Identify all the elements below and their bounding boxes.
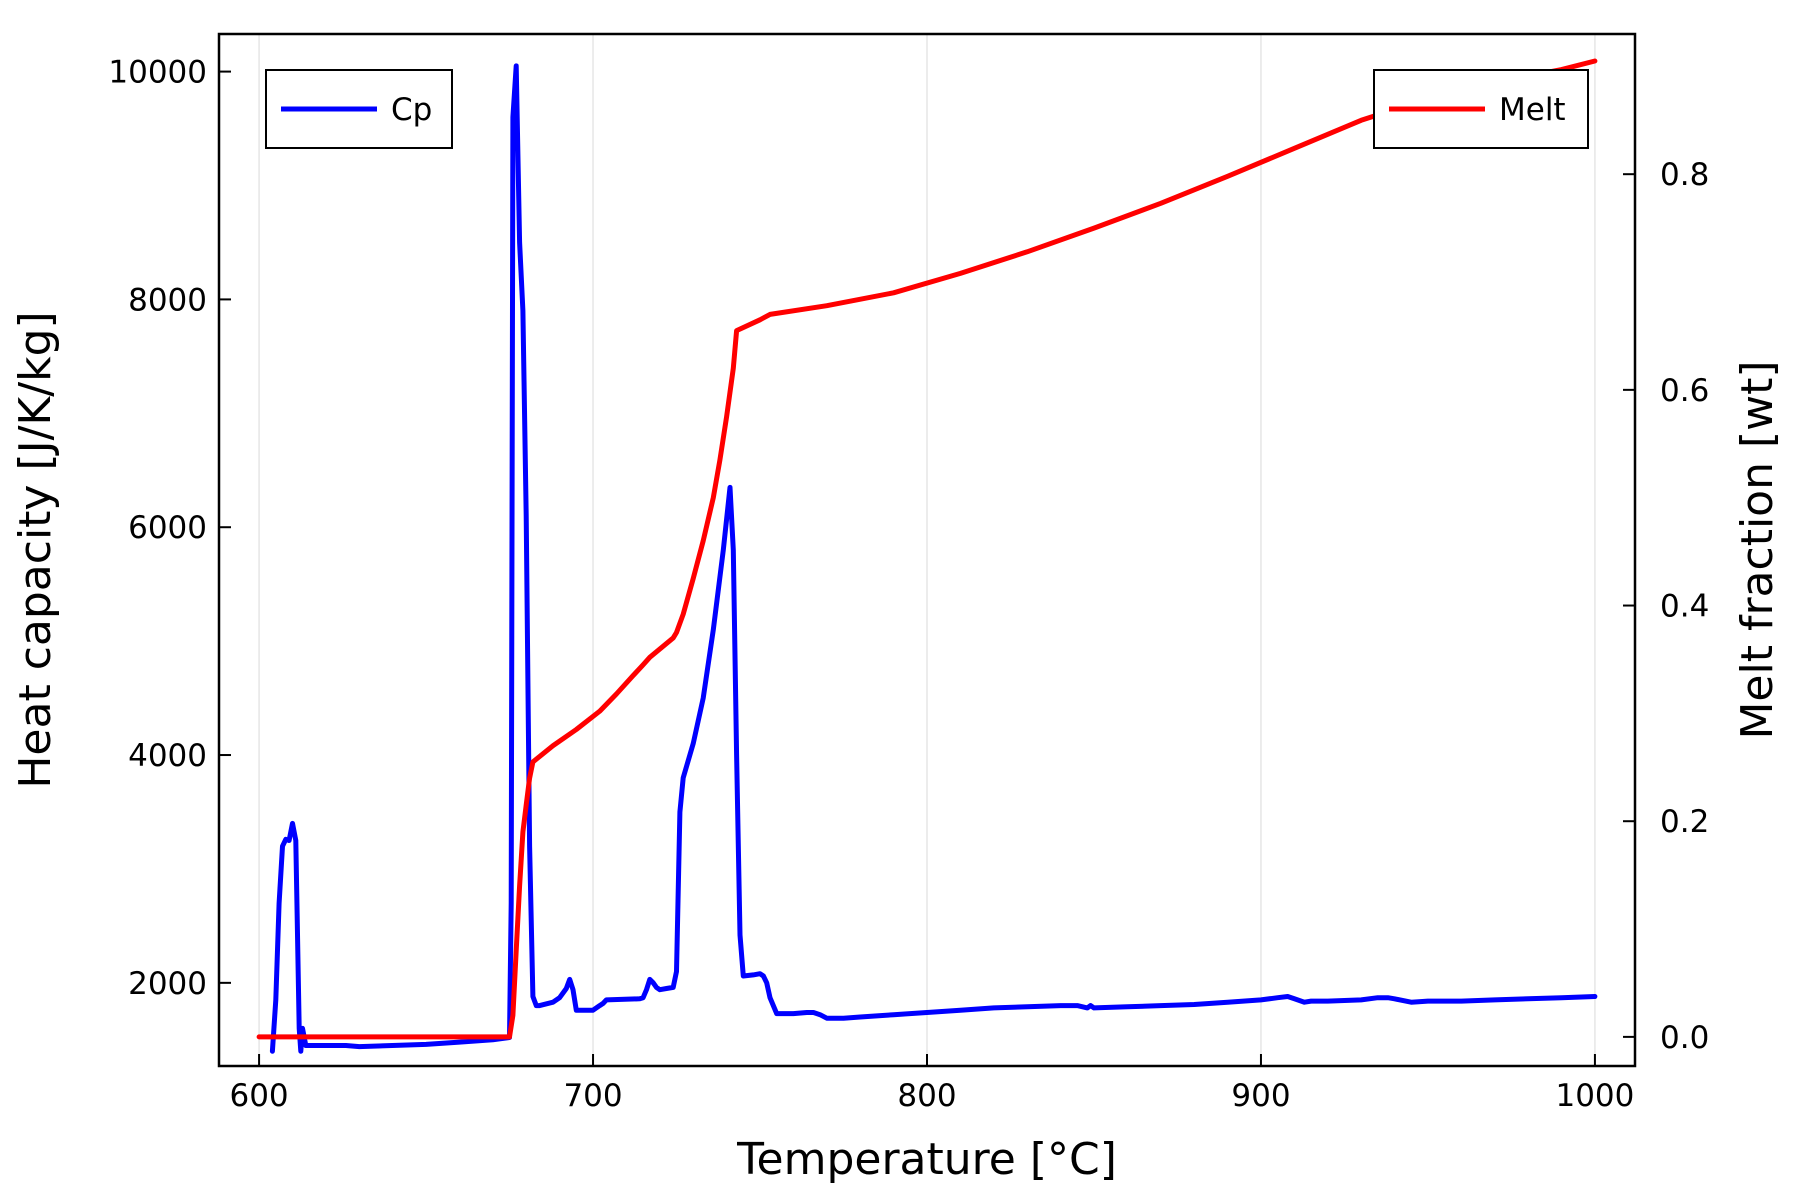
series-layer	[256, 58, 1598, 1054]
series-line-melt	[256, 58, 1598, 1040]
y-left-tick-label: 8000	[128, 282, 207, 318]
y-right-tick-label: 0.6	[1660, 373, 1709, 409]
y-right-tick-label: 0.8	[1660, 157, 1709, 193]
series-line-cp	[269, 63, 1598, 1054]
x-tick-label: 900	[1231, 1078, 1290, 1114]
legend-melt-label: Melt	[1499, 92, 1566, 128]
y-right-tick-label: 0.2	[1660, 804, 1709, 840]
y-axis-right-title: Melt fraction [wt]	[1732, 360, 1783, 739]
x-tick-label: 1000	[1555, 1078, 1634, 1114]
x-tick-label: 600	[229, 1078, 288, 1114]
legend-cp-label: Cp	[391, 92, 432, 128]
y-axis-left-title: Heat capacity [J/K/kg]	[10, 311, 61, 788]
x-axis-title: Temperature [°C]	[736, 1134, 1117, 1185]
grid-lines	[258, 34, 1596, 1066]
y-axis-right-ticks: 0.0 0.2 0.4 0.6 0.8	[1623, 157, 1709, 1056]
x-axis-ticks: 600 700 800 900 1000	[229, 1054, 1634, 1114]
y-right-tick-label: 0.0	[1660, 1020, 1709, 1056]
y-right-tick-label: 0.4	[1660, 589, 1709, 625]
y-left-tick-label: 2000	[128, 966, 207, 1002]
x-tick-label: 800	[897, 1078, 956, 1114]
y-axis-left-ticks: 2000 4000 6000 8000 10000	[108, 55, 231, 1002]
legend-cp: Cp	[265, 69, 453, 149]
y-left-tick-label: 10000	[108, 55, 207, 91]
x-tick-label: 700	[563, 1078, 622, 1114]
y-left-tick-label: 6000	[128, 510, 207, 546]
y-left-tick-label: 4000	[128, 738, 207, 774]
legend-melt: Melt	[1373, 69, 1589, 149]
